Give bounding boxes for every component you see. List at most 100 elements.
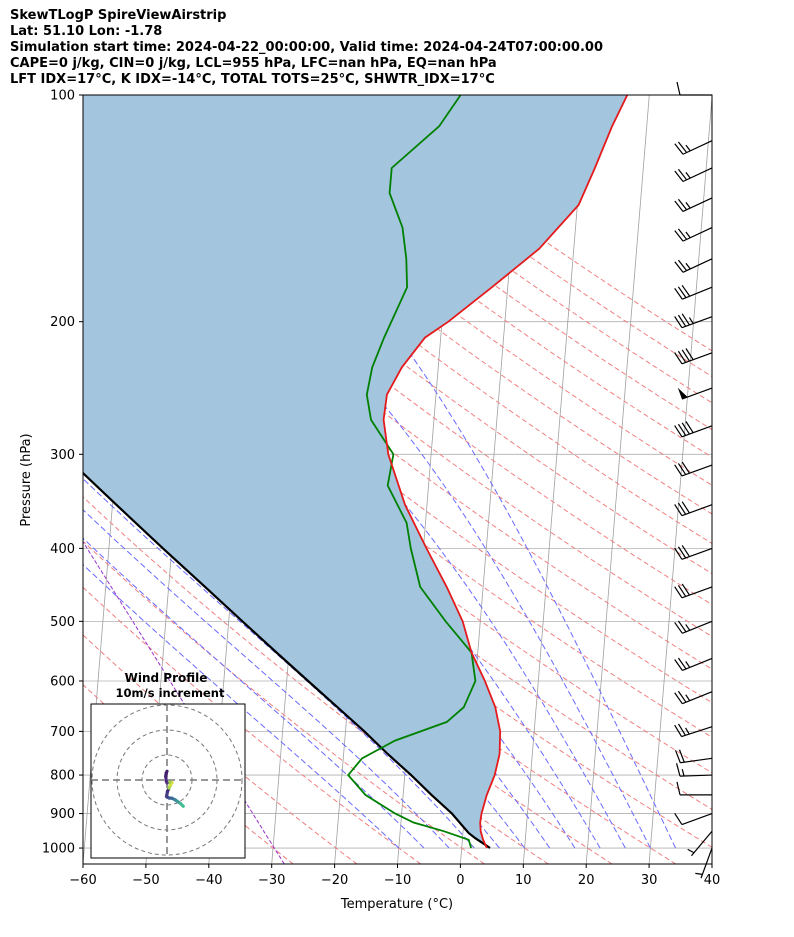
wind-barb bbox=[674, 313, 713, 329]
barb-full bbox=[674, 143, 684, 155]
x-tick-label: 10 bbox=[515, 873, 532, 888]
chart-header: SkewTLogP SpireViewAirstrip Lat: 51.10 L… bbox=[10, 8, 780, 88]
barb-half bbox=[685, 694, 691, 702]
dry-adiabat bbox=[83, 453, 613, 864]
x-tick-label: 40 bbox=[704, 873, 721, 888]
barb-full bbox=[677, 502, 687, 515]
barb-full bbox=[677, 286, 687, 299]
y-tick-label: 1000 bbox=[42, 842, 75, 857]
barb-shaft bbox=[682, 140, 713, 155]
barb-half bbox=[695, 872, 703, 875]
barb-full bbox=[681, 422, 690, 435]
mixing-ratio-line bbox=[83, 540, 285, 864]
wind-barb bbox=[674, 167, 713, 183]
barb-full bbox=[674, 200, 684, 212]
barb-flag bbox=[677, 387, 688, 399]
barb-full bbox=[674, 724, 683, 737]
x-tick-label: −40 bbox=[195, 873, 222, 888]
parcel-line bbox=[83, 471, 491, 849]
wind-barb bbox=[674, 197, 713, 213]
barb-half bbox=[687, 848, 695, 854]
moist-adiabat bbox=[83, 563, 400, 849]
dewpoint-line bbox=[347, 95, 477, 849]
wind-barb bbox=[674, 227, 713, 242]
dry-adiabat bbox=[83, 540, 485, 864]
barb-full bbox=[681, 461, 690, 474]
isotherm-line bbox=[0, 95, 20, 864]
barb-full bbox=[674, 547, 683, 560]
barb-full bbox=[674, 586, 683, 599]
barb-full bbox=[674, 316, 683, 329]
barb-full bbox=[677, 350, 687, 363]
barb-full bbox=[677, 690, 687, 703]
x-tick-label: −50 bbox=[132, 873, 159, 888]
x-tick-label: −60 bbox=[69, 873, 96, 888]
x-tick-label: 20 bbox=[578, 873, 595, 888]
moist-adiabat bbox=[83, 509, 450, 849]
barb-full bbox=[674, 659, 683, 671]
y-tick-label: 600 bbox=[50, 674, 75, 689]
hodograph-segment bbox=[164, 769, 169, 775]
wind-barb bbox=[674, 583, 713, 599]
x-tick-label: −10 bbox=[384, 873, 411, 888]
barb-full bbox=[675, 763, 681, 777]
barb-shaft bbox=[682, 620, 713, 634]
isotherm-line bbox=[585, 95, 650, 864]
y-axis-label: Pressure (hPa) bbox=[19, 433, 34, 526]
barb-half bbox=[685, 202, 691, 209]
temperature-line bbox=[382, 95, 629, 849]
barb-shaft bbox=[681, 504, 713, 517]
wind-barb bbox=[674, 620, 713, 634]
y-tick-label: 700 bbox=[50, 725, 75, 740]
hodograph-plot bbox=[91, 704, 245, 858]
axis-ticks: −60 −50 −40 −30 −20 −10 0 10 20 30 40 100 200 300 400 5… bbox=[42, 89, 720, 889]
isotherm-line bbox=[648, 95, 712, 864]
barb-full bbox=[677, 228, 688, 240]
dry-adiabat bbox=[83, 412, 677, 864]
wind-barb bbox=[674, 813, 713, 826]
barb-full bbox=[676, 781, 681, 796]
barb-full bbox=[681, 501, 690, 514]
barb-half bbox=[685, 661, 691, 668]
barb-shaft bbox=[681, 352, 713, 365]
wind-barb bbox=[676, 781, 712, 796]
barb-shaft bbox=[682, 286, 713, 300]
y-tick-label: 200 bbox=[50, 315, 75, 330]
y-tick-label: 100 bbox=[50, 89, 75, 104]
dry-adiabat bbox=[183, 95, 712, 486]
wind-barb bbox=[677, 387, 713, 400]
barb-full bbox=[677, 620, 687, 633]
barb-full bbox=[677, 723, 686, 736]
barb-shaft bbox=[681, 316, 713, 329]
barb-shaft bbox=[679, 774, 713, 777]
barb-shaft bbox=[682, 167, 713, 183]
barb-full bbox=[674, 813, 683, 825]
wind-barb bbox=[674, 421, 713, 438]
x-tick-label: 0 bbox=[456, 873, 464, 888]
moist-adiabat bbox=[196, 110, 677, 849]
hodograph-subtitle: 10m/s increment bbox=[116, 686, 225, 700]
barb-full bbox=[674, 622, 683, 634]
wind-barb bbox=[674, 461, 713, 477]
dry-adiabat bbox=[85, 95, 712, 575]
x-tick-label: 30 bbox=[641, 873, 658, 888]
wind-barb bbox=[674, 258, 713, 273]
barb-full bbox=[677, 198, 688, 211]
dry-adiabat bbox=[83, 586, 421, 864]
wind-barb bbox=[674, 723, 713, 738]
barb-half bbox=[685, 231, 691, 239]
dry-adiabat bbox=[216, 95, 712, 458]
profile-lines bbox=[83, 95, 629, 849]
time-line: Simulation start time: 2024-04-22_00:00:… bbox=[10, 40, 603, 55]
barb-full bbox=[677, 168, 688, 181]
x-tick-label: −20 bbox=[321, 873, 348, 888]
barb-full bbox=[678, 749, 685, 763]
barb-shaft bbox=[680, 757, 713, 764]
isotherm-line bbox=[522, 95, 587, 864]
barb-shaft bbox=[682, 258, 713, 273]
barb-full bbox=[677, 463, 687, 475]
x-tick-label: −30 bbox=[258, 873, 285, 888]
barb-full bbox=[681, 545, 690, 557]
wind-barb bbox=[695, 847, 713, 879]
barb-full bbox=[677, 546, 687, 559]
